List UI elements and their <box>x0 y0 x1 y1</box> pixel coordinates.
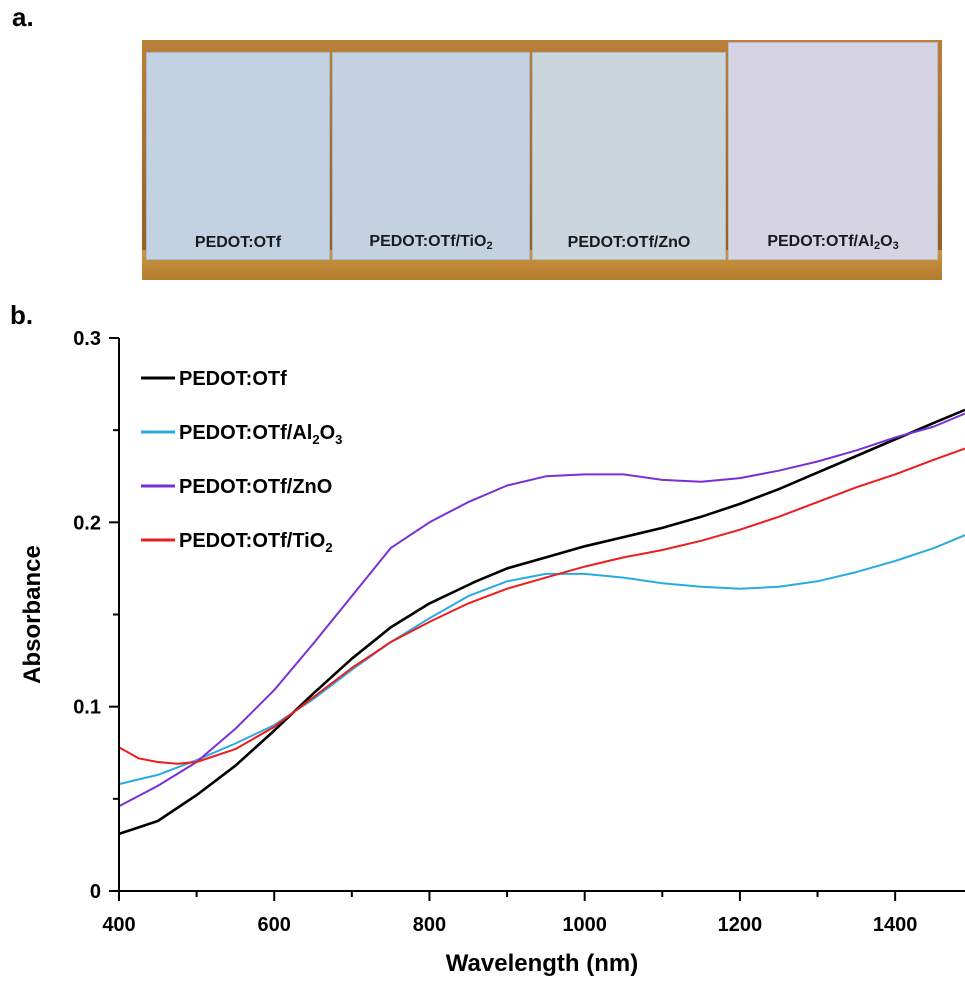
panel-a-label: a. <box>12 2 34 32</box>
absorbance-chart: 400 600 800 1000 1200 1400 0 0.1 0.2 0.3 Waveleng… <box>19 328 965 977</box>
x-tick-label: 1000 <box>562 914 607 936</box>
series-line-1 <box>118 408 965 836</box>
sample-photo: PEDOT:OTf PEDOT:OTf/TiO2 PEDOT:OTf/ZnO P… <box>142 40 942 280</box>
y-tick-label: 0.2 <box>73 512 101 534</box>
y-tick-label: 0.3 <box>73 328 101 350</box>
panel-b-label: b. <box>10 300 34 330</box>
tick-labels: 400 600 800 1000 1200 1400 0 0.1 0.2 0.3 <box>73 328 917 936</box>
legend-label-3: PEDOT:OTf/ZnO <box>179 476 332 498</box>
y-tick-label: 0 <box>90 881 101 903</box>
legend-label-4: PEDOT:OTf/TiO2 <box>179 530 333 555</box>
sample-film-3: PEDOT:OTf/ZnO <box>532 52 726 260</box>
legend-label-1: PEDOT:OTf <box>179 368 287 390</box>
x-tick-label: 800 <box>413 914 446 936</box>
legend: PEDOT:OTf PEDOT:OTf/Al2O3 PEDOT:OTf/ZnO PED… <box>141 368 342 555</box>
x-tick-label: 600 <box>258 914 291 936</box>
x-tick-label: 1200 <box>718 914 763 936</box>
y-tick-label: 0.1 <box>73 697 101 719</box>
sample-label-1: PEDOT:OTf <box>194 234 282 251</box>
legend-label-2: PEDOT:OTf/Al2O3 <box>179 422 342 447</box>
sample-film-2: PEDOT:OTf/TiO2 <box>332 52 530 260</box>
sample-label-2: PEDOT:OTf/TiO2 <box>369 233 493 252</box>
series-line-3 <box>118 412 965 808</box>
y-axis-title: Absorbance <box>19 545 46 684</box>
sample-film-1: PEDOT:OTf <box>146 52 330 260</box>
x-axis-title: Wavelength (nm) <box>446 950 638 977</box>
series-line-2 <box>118 534 965 786</box>
sample-label-3: PEDOT:OTf/ZnO <box>567 234 691 251</box>
x-tick-label: 400 <box>102 914 135 936</box>
series-line-4 <box>118 447 965 765</box>
x-tick-label: 1400 <box>873 914 918 936</box>
sample-label-4: PEDOT:OTf/Al2O3 <box>767 233 899 252</box>
series-layer <box>118 408 965 836</box>
sample-film-4: PEDOT:OTf/Al2O3 <box>728 42 938 260</box>
